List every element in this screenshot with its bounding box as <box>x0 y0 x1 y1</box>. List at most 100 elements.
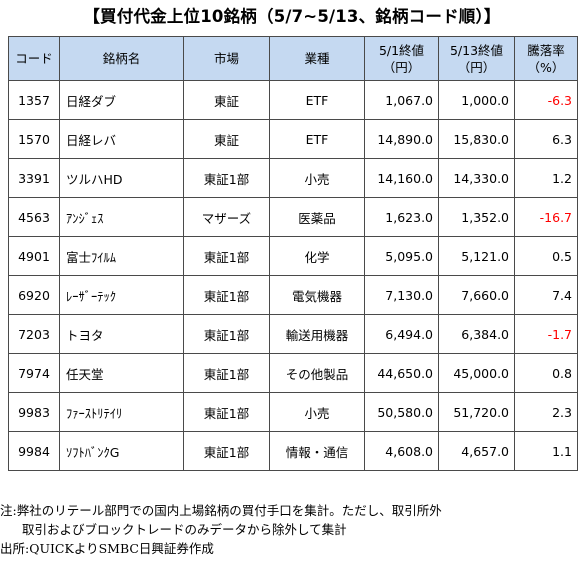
cell-industry: ETF <box>269 80 365 120</box>
cell-name: ﾌｧｰｽﾄﾘﾃｲﾘ <box>59 392 184 432</box>
header-change-line2: （%） <box>527 59 565 75</box>
cell-name: ﾚｰｻﾞｰﾃｯｸ <box>59 275 184 315</box>
cell-price-may13: 6,384.0 <box>438 314 515 354</box>
cell-price-may1: 50,580.0 <box>364 392 439 432</box>
cell-price-may1: 4,608.0 <box>364 431 439 471</box>
table-row: 9983 ﾌｧｰｽﾄﾘﾃｲﾘ 東証1部 小売 50,580.0 51,720.0 2.3 <box>8 392 578 432</box>
cell-name: トヨタ <box>59 314 184 354</box>
table-row: 6920 ﾚｰｻﾞｰﾃｯｸ 東証1部 電気機器 7,130.0 7,660.0 7.4 <box>8 275 578 315</box>
cell-industry: 小売 <box>269 392 365 432</box>
table-title: 【買付代金上位10銘柄（5/7~5/13、銘柄コード順）】 <box>83 7 501 26</box>
header-code: コード <box>8 36 60 81</box>
cell-change: -6.3 <box>514 80 578 120</box>
cell-name: ツルハHD <box>59 158 184 198</box>
cell-price-may1: 6,494.0 <box>364 314 439 354</box>
header-change: 騰落率 （%） <box>514 36 578 81</box>
footnotes: 注:弊社のリテール部門での国内上場銘柄の買付手口を集計。ただし、取引所外 取引お… <box>0 501 584 558</box>
cell-price-may13: 1,000.0 <box>438 80 515 120</box>
table-row: 3391 ツルハHD 東証1部 小売 14,160.0 14,330.0 1.2 <box>8 158 578 198</box>
header-price-may13-line2: （円） <box>457 59 496 75</box>
cell-market: 東証1部 <box>183 158 270 198</box>
cell-code: 1570 <box>8 119 60 159</box>
cell-market: 東証1部 <box>183 392 270 432</box>
cell-name: 任天堂 <box>59 353 184 393</box>
cell-market: 東証1部 <box>183 431 270 471</box>
header-change-line1: 騰落率 <box>527 42 565 58</box>
cell-price-may13: 1,352.0 <box>438 197 515 237</box>
ranking-table: コード 銘柄名 市場 業種 5/1終値 （円） 5/13終値 （円） 騰落率 （… <box>8 36 578 471</box>
cell-price-may1: 14,160.0 <box>364 158 439 198</box>
header-price-may1-line1: 5/1終値 <box>378 42 425 58</box>
cell-change: 2.3 <box>514 392 578 432</box>
cell-change: 7.4 <box>514 275 578 315</box>
cell-price-may1: 7,130.0 <box>364 275 439 315</box>
cell-code: 7203 <box>8 314 60 354</box>
cell-change: 0.8 <box>514 353 578 393</box>
footnote-line-2: 取引およびブロックトレードのみデータから除外して集計 <box>22 522 347 537</box>
cell-change: 1.1 <box>514 431 578 471</box>
cell-industry: 情報・通信 <box>269 431 365 471</box>
table-row: 9984 ｿﾌﾄﾊﾞﾝｸG 東証1部 情報・通信 4,608.0 4,657.0 1.1 <box>8 431 578 471</box>
cell-industry: ETF <box>269 119 365 159</box>
cell-industry: 医薬品 <box>269 197 365 237</box>
cell-price-may13: 7,660.0 <box>438 275 515 315</box>
header-price-may1-line2: （円） <box>382 59 421 75</box>
cell-code: 4563 <box>8 197 60 237</box>
cell-price-may13: 14,330.0 <box>438 158 515 198</box>
cell-market: 東証 <box>183 80 270 120</box>
cell-industry: 小売 <box>269 158 365 198</box>
cell-price-may1: 1,067.0 <box>364 80 439 120</box>
cell-price-may13: 15,830.0 <box>438 119 515 159</box>
header-price-may13-line1: 5/13終値 <box>449 42 504 58</box>
cell-price-may13: 4,657.0 <box>438 431 515 471</box>
cell-market: 東証1部 <box>183 236 270 276</box>
header-price-may1: 5/1終値 （円） <box>364 36 439 81</box>
cell-name: ｿﾌﾄﾊﾞﾝｸG <box>59 431 184 471</box>
cell-industry: 電気機器 <box>269 275 365 315</box>
source-line: 出所:QUICKよりSMBC日興証券作成 <box>0 541 214 556</box>
header-row: コード 銘柄名 市場 業種 5/1終値 （円） 5/13終値 （円） 騰落率 （… <box>8 36 578 81</box>
cell-code: 3391 <box>8 158 60 198</box>
table-row: 4901 富士ﾌｲﾙﾑ 東証1部 化学 5,095.0 5,121.0 0.5 <box>8 236 578 276</box>
cell-price-may1: 14,890.0 <box>364 119 439 159</box>
cell-name: 日経レバ <box>59 119 184 159</box>
header-industry: 業種 <box>269 36 365 81</box>
table-row: 7203 トヨタ 東証1部 輸送用機器 6,494.0 6,384.0 -1.7 <box>8 314 578 354</box>
table-row: 4563 ｱﾝｼﾞｪｽ マザーズ 医薬品 1,623.0 1,352.0 -16.7 <box>8 197 578 237</box>
cell-name: 日経ダブ <box>59 80 184 120</box>
cell-market: 東証1部 <box>183 353 270 393</box>
table-row: 1570 日経レバ 東証 ETF 14,890.0 15,830.0 6.3 <box>8 119 578 159</box>
cell-market: 東証1部 <box>183 314 270 354</box>
cell-price-may13: 5,121.0 <box>438 236 515 276</box>
cell-price-may13: 45,000.0 <box>438 353 515 393</box>
header-name: 銘柄名 <box>59 36 184 81</box>
cell-industry: 輸送用機器 <box>269 314 365 354</box>
cell-code: 9984 <box>8 431 60 471</box>
cell-industry: 化学 <box>269 236 365 276</box>
cell-name: ｱﾝｼﾞｪｽ <box>59 197 184 237</box>
footnote-line-1: 注:弊社のリテール部門での国内上場銘柄の買付手口を集計。ただし、取引所外 <box>0 503 442 518</box>
cell-code: 4901 <box>8 236 60 276</box>
cell-price-may1: 5,095.0 <box>364 236 439 276</box>
cell-code: 9983 <box>8 392 60 432</box>
cell-code: 7974 <box>8 353 60 393</box>
cell-market: 東証 <box>183 119 270 159</box>
table-row: 1357 日経ダブ 東証 ETF 1,067.0 1,000.0 -6.3 <box>8 80 578 120</box>
header-market: 市場 <box>183 36 270 81</box>
cell-name: 富士ﾌｲﾙﾑ <box>59 236 184 276</box>
cell-change: -1.7 <box>514 314 578 354</box>
cell-change: -16.7 <box>514 197 578 237</box>
cell-code: 1357 <box>8 80 60 120</box>
cell-change: 6.3 <box>514 119 578 159</box>
header-price-may13: 5/13終値 （円） <box>438 36 515 81</box>
table-row: 7974 任天堂 東証1部 その他製品 44,650.0 45,000.0 0.8 <box>8 353 578 393</box>
cell-price-may1: 44,650.0 <box>364 353 439 393</box>
cell-change: 0.5 <box>514 236 578 276</box>
cell-market: マザーズ <box>183 197 270 237</box>
cell-industry: その他製品 <box>269 353 365 393</box>
cell-price-may13: 51,720.0 <box>438 392 515 432</box>
cell-code: 6920 <box>8 275 60 315</box>
cell-market: 東証1部 <box>183 275 270 315</box>
cell-change: 1.2 <box>514 158 578 198</box>
